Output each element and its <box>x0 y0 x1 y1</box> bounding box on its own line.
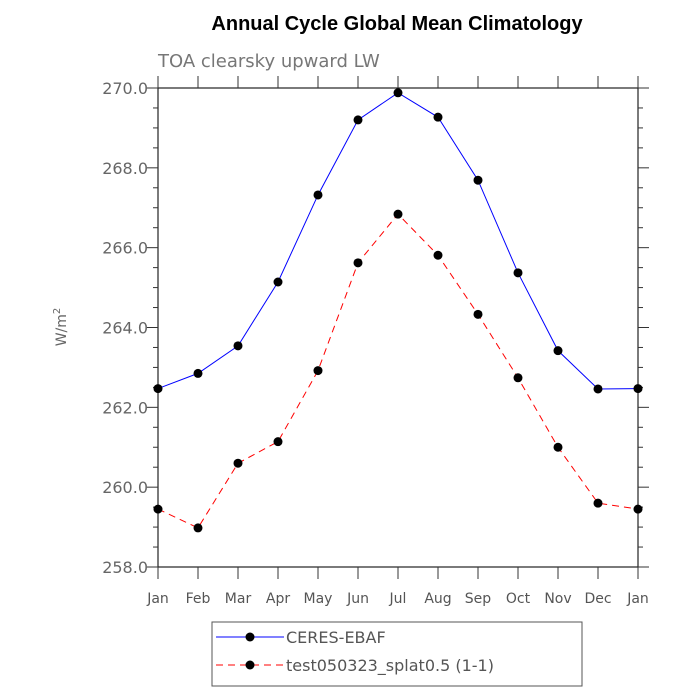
y-axis-label-text: W/m <box>54 314 70 346</box>
legend-label-0: CERES-EBAF <box>286 628 386 647</box>
series-line-0 <box>157 92 639 390</box>
data-point-0-5 <box>353 115 363 125</box>
chart-subtitle: TOA clearsky upward LW <box>157 51 380 72</box>
data-point-0-1 <box>193 368 203 378</box>
data-point-1-6 <box>393 209 403 219</box>
data-point-1-3 <box>273 437 283 447</box>
x-tick-label: Sep <box>465 591 492 607</box>
axes: 258.0 260.0 262.0 264.0 266.0 268.0 270.0 Jan Fe… <box>102 76 649 607</box>
data-point-0-0 <box>153 384 163 394</box>
data-point-0-12 <box>633 384 643 394</box>
data-point-1-5 <box>353 258 363 268</box>
y-tick-label: 264.0 <box>102 319 148 338</box>
data-point-0-8 <box>473 175 483 185</box>
data-point-1-1 <box>193 523 203 533</box>
x-tick-label: Jan <box>626 591 649 607</box>
x-tick-label: Nov <box>544 591 571 607</box>
data-point-1-2 <box>233 458 243 468</box>
series-line-1 <box>157 213 639 529</box>
x-tick-label: Dec <box>584 591 611 607</box>
data-point-1-12 <box>633 504 643 514</box>
data-point-0-9 <box>513 268 523 278</box>
y-tick-label: 268.0 <box>102 159 148 178</box>
data-point-0-11 <box>593 384 603 394</box>
x-tick-label: Apr <box>266 591 290 607</box>
x-tick-label: May <box>304 591 333 607</box>
legend-box <box>211 621 583 687</box>
chart-title: Annual Cycle Global Mean Climatology <box>211 13 583 35</box>
y-axis-label-superscript: 2 <box>52 308 63 314</box>
data-point-0-6 <box>393 88 403 98</box>
data-point-0-4 <box>313 190 323 200</box>
series-group <box>153 88 643 533</box>
x-tick-label: Feb <box>186 591 211 607</box>
data-point-0-2 <box>233 341 243 351</box>
data-point-0-3 <box>273 277 283 287</box>
data-point-1-10 <box>553 442 563 452</box>
y-tick-label: 262.0 <box>102 398 148 417</box>
svg-text:W/m2: W/m2 <box>52 308 70 347</box>
data-point-1-4 <box>313 366 323 376</box>
legend-marker-1 <box>245 660 255 670</box>
data-point-1-8 <box>473 309 483 319</box>
y-axis-label: W/m2 <box>52 308 70 347</box>
x-tick-label: Jul <box>389 591 407 607</box>
data-point-1-9 <box>513 373 523 383</box>
y-tick-label: 266.0 <box>102 239 148 258</box>
data-point-0-10 <box>553 346 563 356</box>
x-tick-label: Oct <box>506 591 531 607</box>
legend-marker-0 <box>245 632 255 642</box>
legend-label-1: test050323_splat0.5 (1-1) <box>286 656 494 676</box>
y-tick-label: 258.0 <box>102 558 148 577</box>
y-tick-label: 270.0 <box>102 79 148 98</box>
x-tick-label: Jan <box>146 591 169 607</box>
data-point-1-7 <box>433 250 443 260</box>
y-tick-label: 260.0 <box>102 478 148 497</box>
data-point-1-11 <box>593 498 603 508</box>
x-tick-label: Mar <box>225 591 252 607</box>
x-tick-label: Jun <box>346 591 369 607</box>
data-point-1-0 <box>153 504 163 514</box>
x-tick-label: Aug <box>424 591 451 607</box>
plot-frame <box>157 87 639 568</box>
legend: CERES-EBAF test050323_splat0.5 (1-1) <box>211 621 583 687</box>
data-point-0-7 <box>433 112 443 122</box>
